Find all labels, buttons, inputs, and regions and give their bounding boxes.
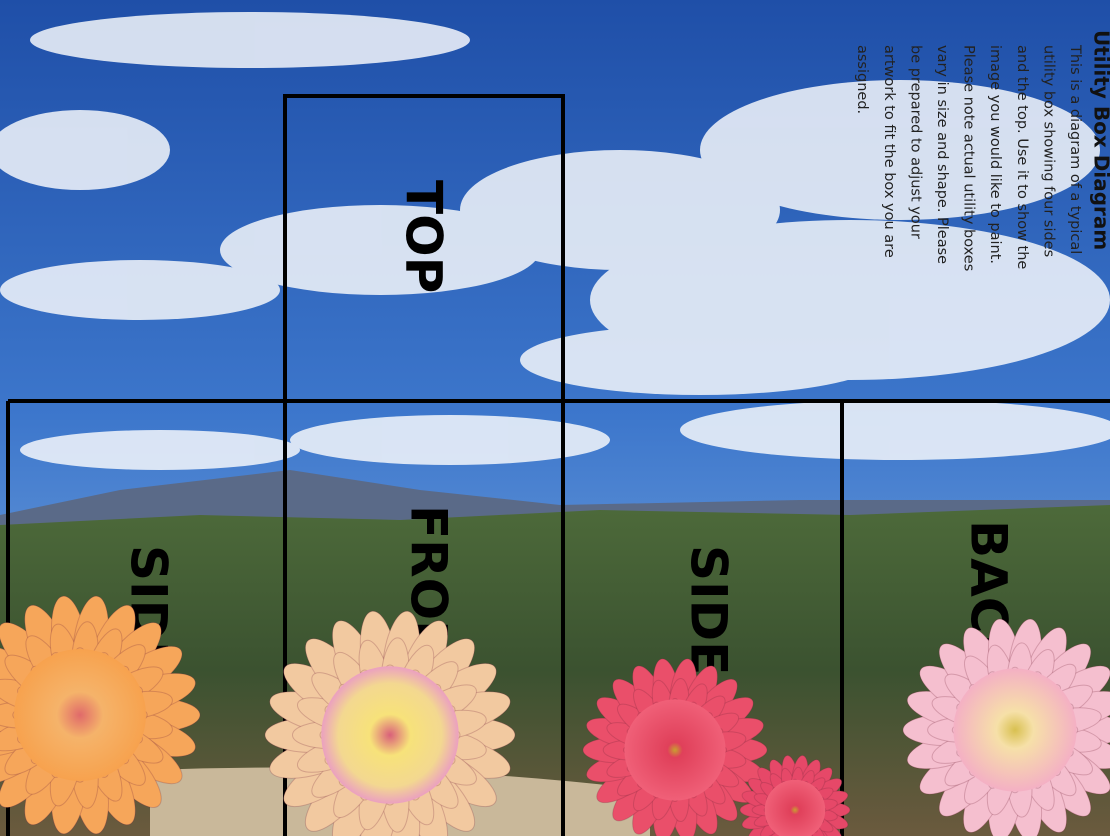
utility-box-diagram: TOP SIDE FRONT SIDE BACK Utility Box Dia… [0,0,1110,836]
description-line: artwork to fit the box you are [881,45,897,258]
description-line: utility box showing four sides [1040,45,1056,257]
description-line: vary in size and shape. Please [934,45,950,264]
side-label: SIDE [680,545,738,675]
description-line: Please note actual utility boxes [961,45,977,271]
top-label: TOP [395,180,453,293]
description-line: and the top. Use it to show the [1014,45,1030,269]
description-line: image you would like to paint. [987,45,1003,264]
description-line: be prepared to adjust your [907,45,923,239]
description-line: assigned. [854,45,870,114]
title: Utility Box Diagram [1090,30,1110,250]
description-line: This is a diagram of a typical [1067,44,1083,254]
